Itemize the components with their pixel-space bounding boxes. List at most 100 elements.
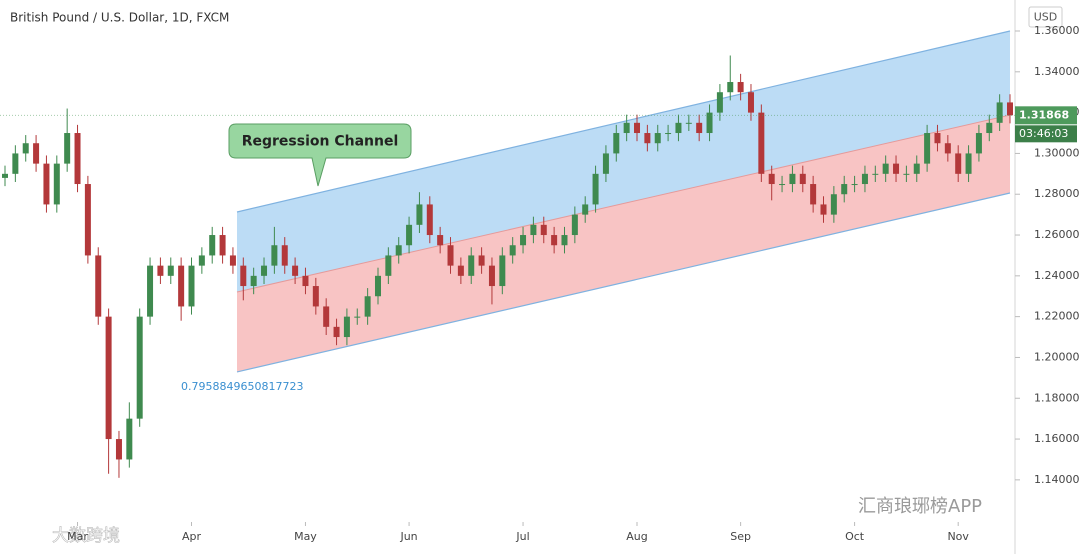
- x-tick-label: Sep: [730, 530, 751, 543]
- candle-body: [561, 235, 568, 246]
- candle-body: [95, 255, 102, 317]
- candle-body: [271, 245, 278, 266]
- candle-body: [240, 265, 247, 287]
- candle-body: [209, 235, 216, 256]
- candle-body: [872, 173, 879, 175]
- watermark: 大数跨境: [52, 526, 120, 546]
- channel-midline: [236, 114, 1011, 293]
- candle-body: [478, 255, 485, 266]
- candle-body: [198, 255, 205, 266]
- candle-body: [64, 133, 71, 164]
- candle-body: [468, 255, 475, 276]
- x-tick-label: Nov: [947, 530, 969, 543]
- x-tick-label: Aug: [626, 530, 647, 543]
- candle-body: [364, 296, 371, 317]
- candle-body: [768, 173, 775, 185]
- candle-body: [965, 153, 972, 174]
- candle-body: [1007, 102, 1013, 116]
- candle-body: [996, 102, 1003, 123]
- candle-body: [613, 133, 620, 154]
- candle-body: [644, 133, 651, 144]
- candle-body: [499, 255, 506, 287]
- candle-body: [33, 143, 40, 164]
- candle-body: [706, 112, 713, 134]
- candle-body: [354, 316, 361, 318]
- callout: Regression Channel: [228, 123, 412, 187]
- candle-body: [281, 245, 288, 266]
- candle-body: [716, 92, 723, 113]
- candle-body: [43, 163, 50, 205]
- candle-body: [665, 133, 672, 135]
- candle-body: [229, 255, 236, 266]
- candle-body: [84, 184, 91, 256]
- candle-body: [685, 122, 692, 124]
- channel-line: [236, 192, 1011, 373]
- y-tick-label: 1.24000: [1034, 269, 1080, 282]
- candle-body: [302, 275, 309, 287]
- candle-body: [986, 122, 993, 134]
- candle-body: [426, 204, 433, 236]
- candle-body: [323, 306, 330, 327]
- candle-body: [779, 184, 786, 186]
- candle-body: [634, 122, 641, 134]
- candle-body: [2, 173, 8, 178]
- candle-body: [188, 265, 195, 307]
- y-tick-label: 1.26000: [1034, 228, 1080, 241]
- candle-body: [167, 265, 174, 276]
- x-tick-label: Jun: [399, 530, 417, 543]
- last-price-tag: [1015, 106, 1077, 125]
- candle-body: [250, 275, 257, 287]
- candle-body: [509, 245, 516, 256]
- deviation-label: 0.7958849650817723: [181, 380, 303, 393]
- candle-body: [406, 224, 413, 246]
- candle-body: [882, 163, 889, 174]
- candle-body: [924, 133, 931, 164]
- y-tick-label: 1.36000: [1034, 24, 1080, 37]
- y-tick-label: 1.16000: [1034, 432, 1080, 445]
- candle-body: [457, 265, 464, 276]
- callout-box: [228, 123, 412, 187]
- candle-body: [395, 245, 402, 256]
- candle-body: [147, 265, 154, 317]
- y-tick-label: 1.28000: [1034, 187, 1080, 200]
- candle-body: [851, 184, 858, 186]
- candle-body: [737, 82, 744, 93]
- x-tick-label: Apr: [182, 530, 202, 543]
- countdown-label: 03:46:03: [1019, 127, 1068, 140]
- candle-body: [333, 326, 340, 338]
- candle-body: [758, 112, 765, 174]
- candle-body: [789, 173, 796, 185]
- candle-body: [540, 224, 547, 236]
- x-tick-label: May: [294, 530, 317, 543]
- candle-body: [582, 204, 589, 215]
- candle-body: [312, 286, 319, 307]
- y-tick-label: 1.34000: [1034, 65, 1080, 78]
- candle-body: [623, 122, 630, 134]
- candle-body: [893, 163, 900, 174]
- candle-body: [520, 235, 527, 246]
- candle-body: [53, 163, 60, 205]
- candle-body: [178, 265, 185, 307]
- candle-body: [820, 204, 827, 215]
- candle-body: [675, 122, 682, 134]
- candle-body: [799, 173, 806, 185]
- candle-body: [447, 245, 454, 266]
- candle-body: [374, 275, 381, 297]
- countdown-tag: [1015, 125, 1077, 143]
- x-tick-label: Jul: [515, 530, 529, 543]
- currency-button[interactable]: [1028, 6, 1063, 28]
- candle-body: [934, 133, 941, 144]
- candle-body: [955, 153, 962, 174]
- currency-label: USD: [1034, 11, 1058, 24]
- callout-text: Regression Channel: [242, 134, 399, 150]
- channel-lower-band: [237, 115, 1010, 372]
- candle-body: [261, 265, 268, 276]
- candle-body: [488, 265, 495, 287]
- candle-body: [975, 133, 982, 154]
- candle-body: [126, 418, 133, 460]
- candle-body: [157, 265, 164, 276]
- candle-body: [913, 163, 920, 174]
- channel-line: [236, 30, 1011, 213]
- candle-body: [416, 204, 423, 225]
